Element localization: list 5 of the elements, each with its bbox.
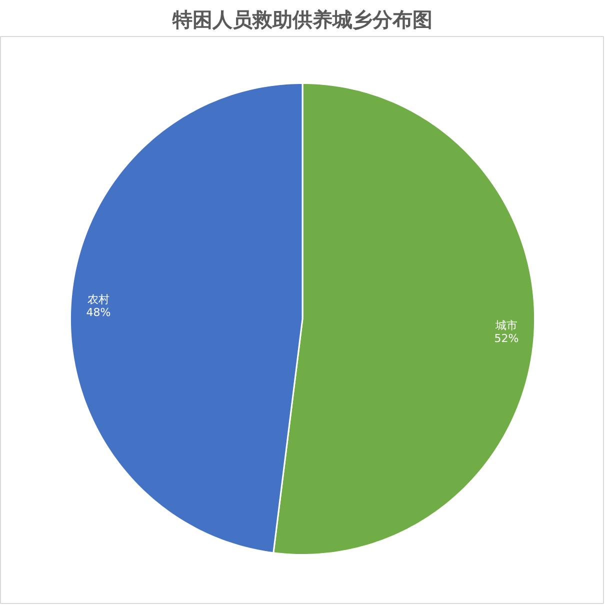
data-label: 48% — [86, 306, 111, 319]
chart-title: 特困人员救助供养城乡分布图 — [172, 8, 432, 32]
slice-label: 农村 — [87, 292, 110, 306]
slice-label: 城市 — [494, 318, 518, 332]
data-label: 52% — [494, 332, 519, 345]
